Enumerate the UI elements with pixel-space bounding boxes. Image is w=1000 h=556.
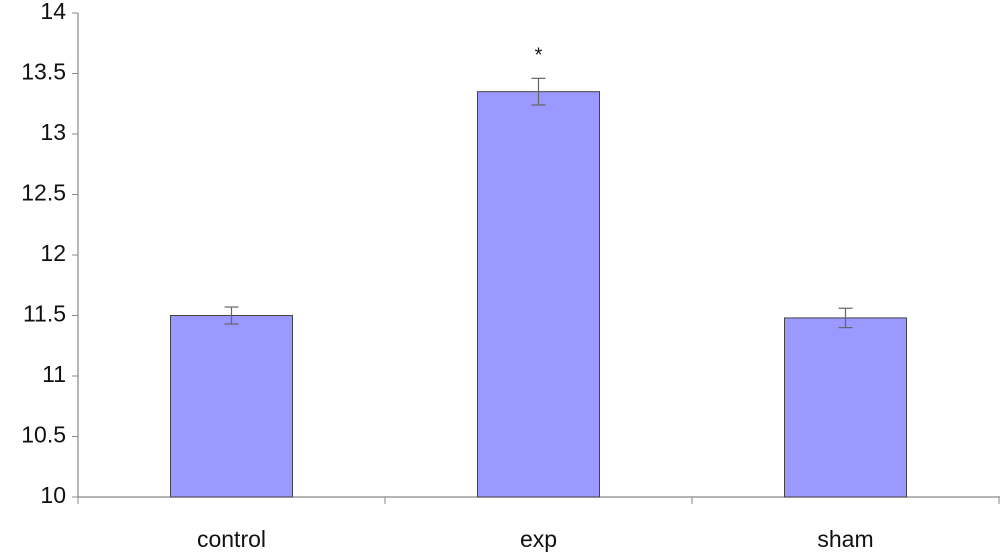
y-tick-label: 12.5 bbox=[21, 180, 66, 206]
error-bar bbox=[531, 77, 546, 106]
y-tick-label: 13 bbox=[40, 119, 66, 145]
bar bbox=[477, 91, 600, 498]
annotation: * bbox=[535, 45, 543, 67]
y-tick-label: 11.5 bbox=[23, 301, 66, 327]
y-tick-label: 11 bbox=[42, 361, 66, 387]
x-tick-label: exp bbox=[520, 526, 557, 552]
y-tick-label: 12 bbox=[40, 240, 66, 266]
y-tick-label: 10 bbox=[40, 482, 66, 508]
y-tick-label: 14 bbox=[40, 0, 66, 24]
bar bbox=[784, 317, 907, 498]
error-bar bbox=[224, 306, 239, 325]
x-tick-label: sham bbox=[817, 526, 873, 552]
y-tick-label: 10.5 bbox=[21, 422, 66, 448]
y-tick-label: 13.5 bbox=[21, 59, 66, 85]
x-tick-label: control bbox=[197, 526, 266, 552]
error-bar bbox=[838, 307, 853, 329]
bar bbox=[170, 315, 293, 498]
